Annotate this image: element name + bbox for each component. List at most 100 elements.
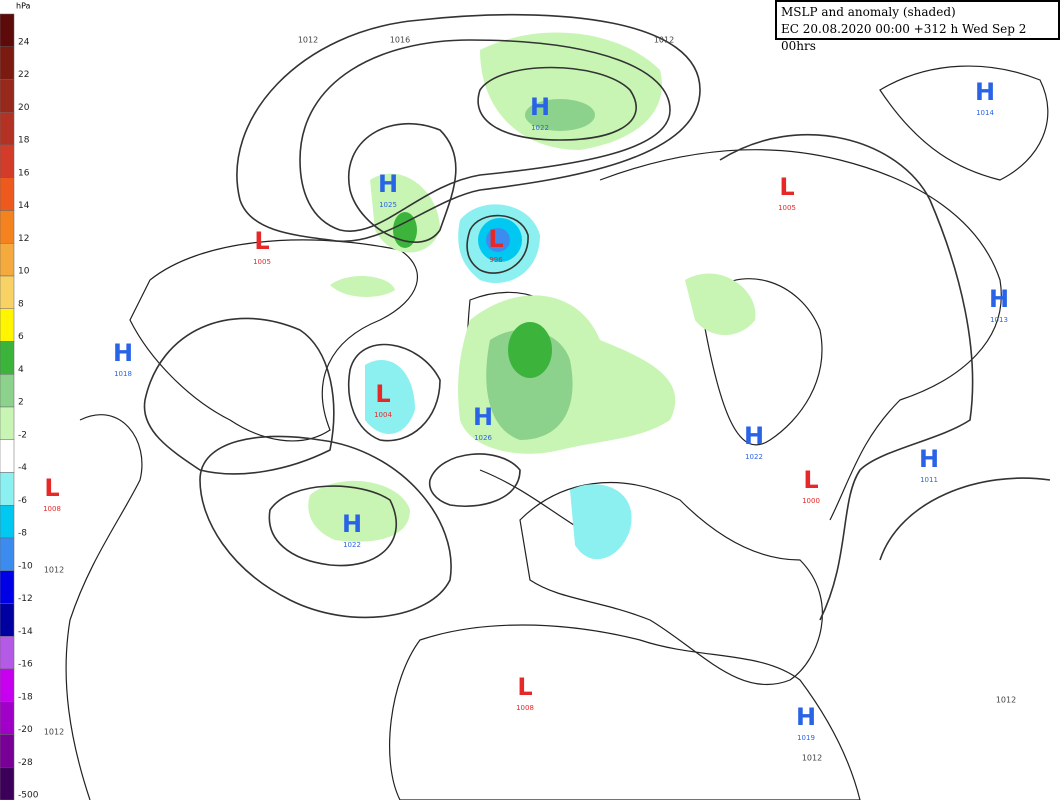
center-symbol: H <box>919 445 939 473</box>
colorbar-label: -2 <box>18 430 27 440</box>
colorbar-label: 6 <box>18 332 24 342</box>
isobar-label: 1012 <box>654 36 674 45</box>
colorbar-label: -8 <box>18 529 27 539</box>
map-subtitle: EC 20.08.2020 00:00 +312 h Wed Sep 2 00h… <box>781 22 1027 53</box>
coastline <box>129 239 418 442</box>
center-symbol: H <box>975 78 995 106</box>
title-box: MSLP and anomaly (shaded) EC 20.08.2020 … <box>775 0 1060 53</box>
colorbar-swatch <box>0 734 15 768</box>
coastline <box>879 65 1049 181</box>
center-symbol: H <box>378 170 398 198</box>
anomaly-area <box>508 322 552 378</box>
colorbar-swatch <box>0 668 15 702</box>
colorbar-label: 10 <box>18 267 30 277</box>
center-pressure: 1013 <box>990 316 1008 324</box>
isobar-label: 1012 <box>996 696 1016 705</box>
anomaly-area <box>365 360 415 434</box>
colorbar-swatch <box>0 210 15 244</box>
center-symbol: L <box>779 173 794 201</box>
center-symbol: H <box>113 339 133 367</box>
colorbar-swatch <box>0 341 15 375</box>
isobar-label: 1012 <box>44 566 64 575</box>
anomaly-area <box>525 99 595 131</box>
isobar <box>236 13 701 243</box>
center-symbol: L <box>375 380 390 408</box>
coastline <box>65 414 143 800</box>
colorbar-label: 12 <box>18 234 29 244</box>
colorbar-label: -28 <box>18 758 33 768</box>
isobar <box>348 343 441 442</box>
colorbar-label: 4 <box>18 365 24 375</box>
colorbar-swatch <box>0 439 15 473</box>
isobar-label: 1012 <box>298 36 318 45</box>
colorbar-label: -10 <box>18 561 33 571</box>
center-pressure: 1025 <box>379 201 397 209</box>
isobar <box>347 122 457 243</box>
colorbar-label: 24 <box>18 37 30 47</box>
colorbar-label: 22 <box>18 70 29 80</box>
anomaly-area <box>570 484 632 560</box>
colorbar-swatch <box>0 112 15 146</box>
anomaly-area <box>685 273 756 335</box>
coastline <box>519 482 823 686</box>
colorbar-swatch <box>0 79 15 113</box>
isobar-label: 1012 <box>44 728 64 737</box>
colorbar-swatch <box>0 308 15 342</box>
colorbar-swatch <box>0 46 15 80</box>
center-symbol: L <box>44 474 59 502</box>
colorbar-label: -20 <box>18 725 33 735</box>
isobar <box>879 477 1051 561</box>
center-pressure: 996 <box>489 256 503 264</box>
anomaly-area <box>486 228 510 252</box>
isobar-label: 1012 <box>802 754 822 763</box>
isobar-label: 1016 <box>390 36 410 45</box>
colorbar-label: 20 <box>18 103 30 113</box>
pressure-centers: H 1022 H 1025 L 1005 L 996 H 1018 L 1004 H 1026 L 1008 H… <box>43 78 1009 742</box>
center-pressure: 1008 <box>43 505 61 513</box>
colorbar-swatch <box>0 570 15 604</box>
colorbar-label: 16 <box>18 168 30 178</box>
colorbar-label: -500 <box>18 791 39 800</box>
center-pressure: 1005 <box>778 204 796 212</box>
center-symbol: L <box>517 673 532 701</box>
colorbar-label: -4 <box>18 463 27 473</box>
isobar <box>477 66 637 141</box>
colorbar-swatch <box>0 13 15 47</box>
center-pressure: 1011 <box>920 476 938 484</box>
coastline <box>599 149 1002 521</box>
colorbar-swatch <box>0 374 15 408</box>
center-pressure: 1014 <box>976 109 994 117</box>
isobar <box>719 133 974 621</box>
colorbar-swatch <box>0 767 15 800</box>
anomaly-shading <box>308 32 756 560</box>
colorbar-label: 14 <box>18 201 30 211</box>
isobar <box>199 435 452 619</box>
center-symbol: L <box>803 466 818 494</box>
isobar <box>466 214 529 274</box>
center-symbol: H <box>530 93 550 121</box>
colorbar-swatch <box>0 537 15 571</box>
anomaly-area <box>330 275 395 297</box>
colorbar-swatch <box>0 177 15 211</box>
colorbar-swatch <box>0 603 15 637</box>
colorbar-label: -14 <box>18 627 33 637</box>
colorbar-unit: hPa <box>16 2 31 11</box>
center-pressure: 1019 <box>797 734 815 742</box>
colorbar-swatch <box>0 636 15 670</box>
colorbar-swatch <box>0 701 15 735</box>
colorbar-swatch <box>0 406 15 440</box>
center-symbol: H <box>342 510 362 538</box>
center-pressure: 1000 <box>802 497 820 505</box>
center-symbol: H <box>796 703 816 731</box>
center-pressure: 1022 <box>531 124 549 132</box>
center-symbol: L <box>254 227 269 255</box>
center-pressure: 1018 <box>114 370 132 378</box>
center-pressure: 1005 <box>253 258 271 266</box>
coastline <box>388 624 861 800</box>
isobar <box>268 485 397 567</box>
colorbar: hPa 24 22 20 18 16 14 12 10 8 6 4 2 -2 -4 -6 -8 -10 -12 -14… <box>0 0 40 800</box>
colorbar-label: 2 <box>18 398 24 408</box>
center-pressure: 1022 <box>745 453 763 461</box>
